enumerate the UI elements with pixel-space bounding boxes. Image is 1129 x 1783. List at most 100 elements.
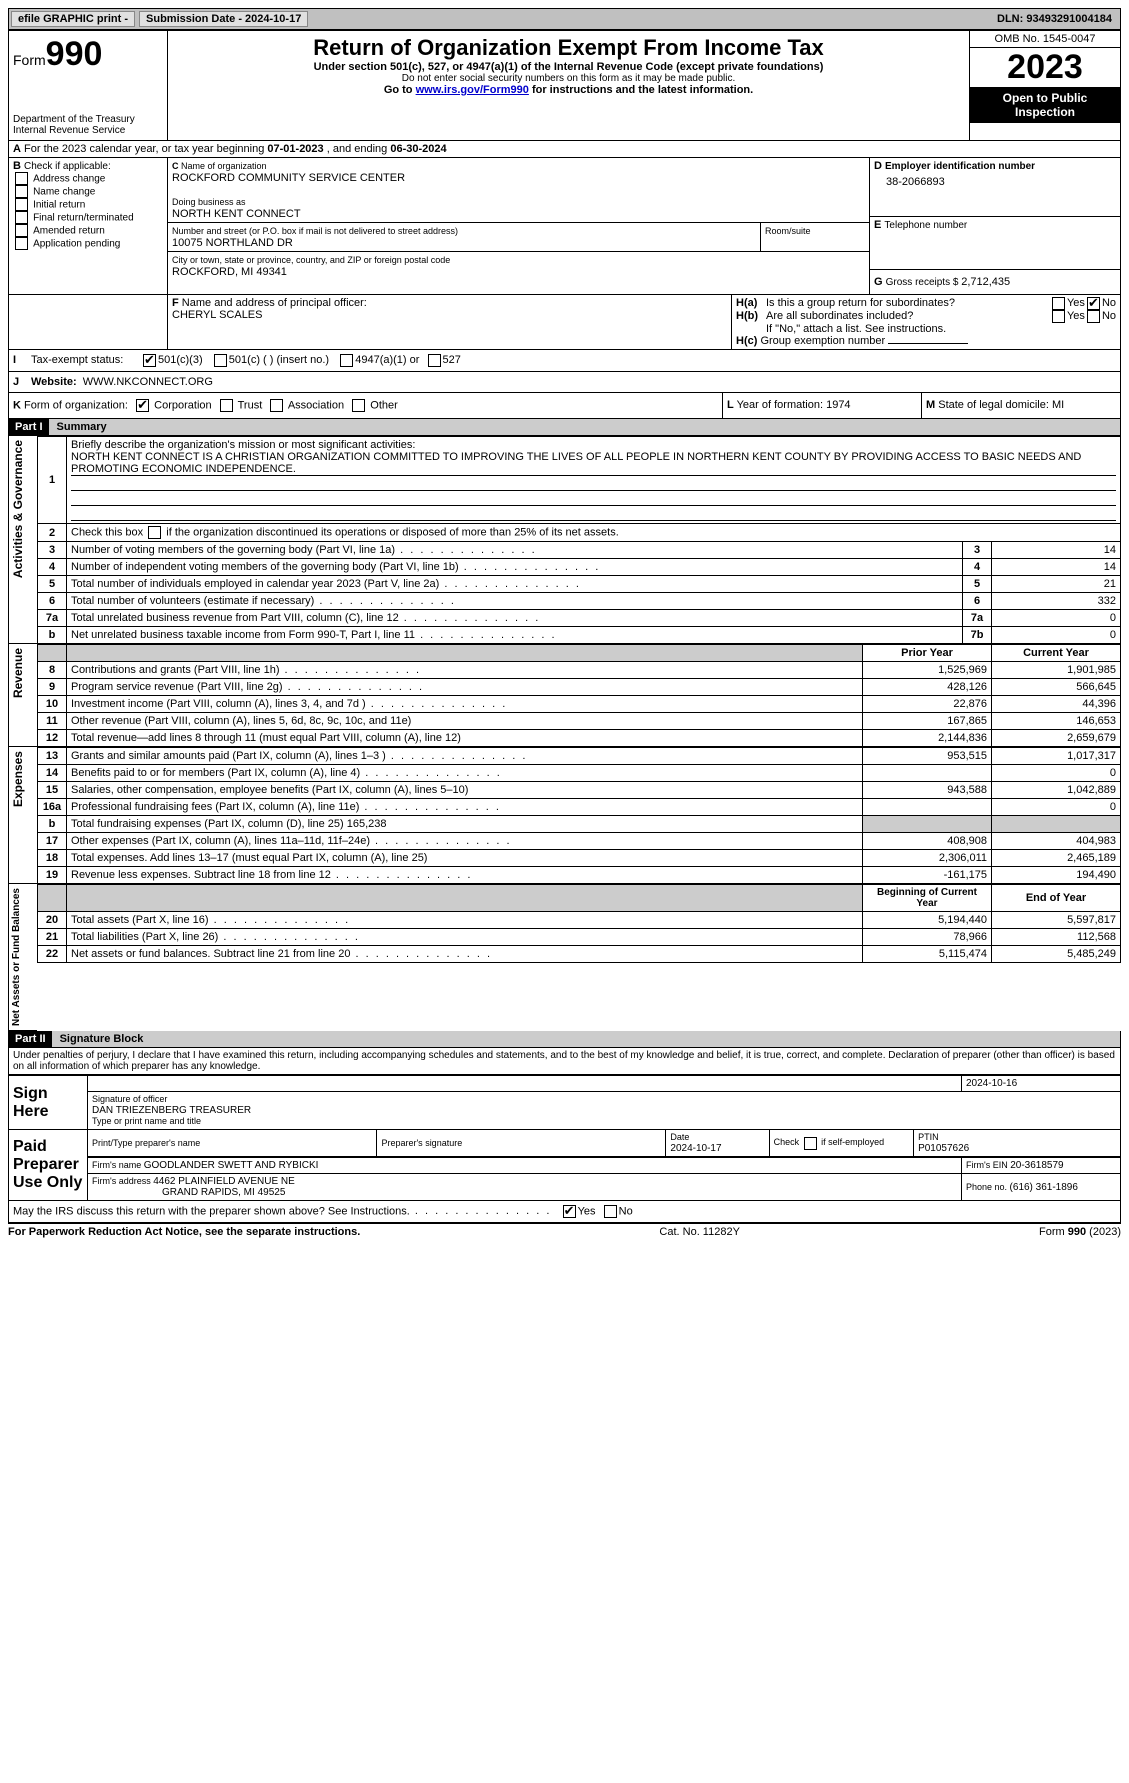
table-row: 6Total number of volunteers (estimate if… (38, 593, 1121, 610)
table-row: 21Total liabilities (Part X, line 26)78,… (38, 929, 1121, 946)
discuss-row: May the IRS discuss this return with the… (8, 1201, 1121, 1223)
tax-year: 2023 (970, 48, 1120, 87)
subtitle-2: Do not enter social security numbers on … (172, 73, 965, 84)
chk-corp[interactable] (136, 399, 149, 412)
org-name: ROCKFORD COMMUNITY SERVICE CENTER (172, 172, 405, 184)
table-row: 10Investment income (Part VIII, column (… (38, 696, 1121, 713)
side-revenue: Revenue (8, 644, 37, 747)
irs-link[interactable]: www.irs.gov/Form990 (416, 84, 529, 96)
chk-name-change[interactable] (15, 185, 28, 198)
expenses-table: 13Grants and similar amounts paid (Part … (37, 747, 1121, 884)
chk-discuss-no[interactable] (604, 1205, 617, 1218)
chk-ha-yes[interactable] (1052, 297, 1065, 310)
table-row: 8Contributions and grants (Part VIII, li… (38, 662, 1121, 679)
year-end: 06-30-2024 (390, 143, 446, 155)
firm-ein: 20-3618579 (1010, 1160, 1063, 1171)
mission-text: NORTH KENT CONNECT IS A CHRISTIAN ORGANI… (71, 451, 1116, 476)
officer-name: DAN TRIEZENBERG TREASURER (92, 1105, 251, 1116)
dept-treasury: Department of the Treasury Internal Reve… (13, 114, 163, 136)
chk-final-return[interactable] (15, 211, 28, 224)
chk-hb-no[interactable] (1087, 310, 1100, 323)
firm-addr1: 4462 PLAINFIELD AVENUE NE (153, 1176, 295, 1187)
table-row: 14Benefits paid to or for members (Part … (38, 765, 1121, 782)
gross-receipts: 2,712,435 (961, 276, 1010, 288)
ptin: P01057626 (918, 1143, 969, 1154)
governance-table: 1 Briefly describe the organization's mi… (37, 436, 1121, 644)
chk-527[interactable] (428, 354, 441, 367)
table-row: 22Net assets or fund balances. Subtract … (38, 946, 1121, 963)
chk-discuss-yes[interactable] (563, 1205, 576, 1218)
table-row: 18Total expenses. Add lines 13–17 (must … (38, 850, 1121, 867)
goto-post: for instructions and the latest informat… (529, 84, 753, 96)
chk-501c3[interactable] (143, 354, 156, 367)
open-inspection: Open to Public Inspection (970, 87, 1120, 123)
dba-name: NORTH KENT CONNECT (172, 208, 301, 220)
chk-assoc[interactable] (270, 399, 283, 412)
chk-other[interactable] (352, 399, 365, 412)
box-klm: K Form of organization: Corporation Trus… (8, 393, 1121, 419)
header-middle: Return of Organization Exempt From Incom… (168, 31, 970, 140)
revenue-section: Revenue Prior YearCurrent Year 8Contribu… (8, 644, 1121, 747)
chk-app-pending[interactable] (15, 237, 28, 250)
table-row: 20Total assets (Part X, line 16)5,194,44… (38, 912, 1121, 929)
form-header: Form990 Department of the Treasury Inter… (8, 30, 1121, 141)
signature-table: Sign Here 2024-10-16 Signature of office… (8, 1075, 1121, 1201)
box-deg: D Employer identification number 38-2066… (870, 158, 1120, 294)
box-c: C Name of organization ROCKFORD COMMUNIT… (168, 158, 870, 294)
chk-initial-return[interactable] (15, 198, 28, 211)
goto-pre: Go to (384, 84, 416, 96)
part1-header: Part ISummary (8, 419, 1121, 436)
table-row: bTotal fundraising expenses (Part IX, co… (38, 816, 1121, 833)
part2-header: Part IISignature Block (8, 1031, 1121, 1048)
box-j: J Website: WWW.NKCONNECT.ORG (8, 372, 1121, 393)
table-row: 3Number of voting members of the governi… (38, 542, 1121, 559)
firm-phone: (616) 361-1896 (1010, 1182, 1078, 1193)
part1-body: Activities & Governance 1 Briefly descri… (8, 436, 1121, 644)
officer-sign-date: 2024-10-16 (962, 1076, 1121, 1092)
chk-hb-yes[interactable] (1052, 310, 1065, 323)
netassets-table: Beginning of Current YearEnd of Year 20T… (37, 884, 1121, 963)
form-title: Return of Organization Exempt From Incom… (172, 35, 965, 61)
efile-print-button[interactable]: efile GRAPHIC print - (11, 11, 135, 27)
table-row: 7aTotal unrelated business revenue from … (38, 610, 1121, 627)
year-begin: 07-01-2023 (267, 143, 323, 155)
chk-self-employed[interactable] (804, 1137, 817, 1150)
page-footer: For Paperwork Reduction Act Notice, see … (8, 1223, 1121, 1238)
side-expenses: Expenses (8, 747, 37, 884)
chk-trust[interactable] (220, 399, 233, 412)
chk-ha-no[interactable] (1087, 297, 1100, 310)
ein: 38-2066893 (874, 172, 1116, 188)
domicile-state: MI (1052, 399, 1064, 411)
footer-right: Form 990 (2023) (1039, 1226, 1121, 1238)
principal-officer: CHERYL SCALES (172, 309, 262, 321)
chk-discontinued[interactable] (148, 526, 161, 539)
line-a: A For the 2023 calendar year, or tax yea… (8, 141, 1121, 158)
footer-left: For Paperwork Reduction Act Notice, see … (8, 1226, 360, 1238)
firm-name: GOODLANDER SWETT AND RYBICKI (144, 1160, 319, 1171)
side-netassets: Net Assets or Fund Balances (8, 884, 37, 1031)
sign-here-label: Sign Here (9, 1076, 88, 1130)
dln-label: DLN: (997, 13, 1026, 25)
chk-501c[interactable] (214, 354, 227, 367)
year-formation: 1974 (826, 399, 850, 411)
website: WWW.NKCONNECT.ORG (83, 376, 213, 388)
table-row: 9Program service revenue (Part VIII, lin… (38, 679, 1121, 696)
entity-block: B Check if applicable: Address change Na… (8, 158, 1121, 295)
header-right: OMB No. 1545-0047 2023 Open to Public In… (970, 31, 1120, 140)
chk-address-change[interactable] (15, 172, 28, 185)
form-number: 990 (46, 35, 103, 73)
expenses-section: Expenses 13Grants and similar amounts pa… (8, 747, 1121, 884)
header-left: Form990 Department of the Treasury Inter… (9, 31, 168, 140)
submission-date-value: 2024-10-17 (245, 13, 301, 25)
submission-date-button[interactable]: Submission Date - 2024-10-17 (139, 11, 308, 27)
subtitle-1: Under section 501(c), 527, or 4947(a)(1)… (172, 61, 965, 73)
chk-4947[interactable] (340, 354, 353, 367)
city-state-zip: ROCKFORD, MI 49341 (172, 266, 287, 278)
chk-amended[interactable] (15, 224, 28, 237)
table-row: 16aProfessional fundraising fees (Part I… (38, 799, 1121, 816)
omb: OMB No. 1545-0047 (970, 31, 1120, 48)
table-row: bNet unrelated business taxable income f… (38, 627, 1121, 644)
table-row: 15Salaries, other compensation, employee… (38, 782, 1121, 799)
table-row: 17Other expenses (Part IX, column (A), l… (38, 833, 1121, 850)
dln-value: 93493291004184 (1026, 13, 1112, 25)
